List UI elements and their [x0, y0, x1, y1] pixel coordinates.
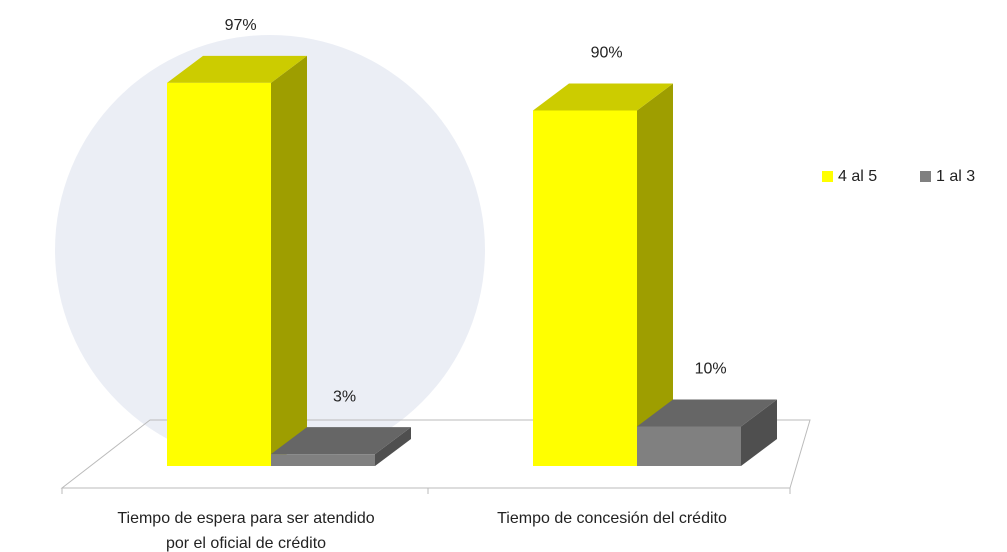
bar	[533, 83, 673, 466]
x-tick-label: Tiempo de espera para ser atendido por e…	[117, 510, 375, 552]
bar	[637, 399, 777, 466]
data-label: 3%	[333, 388, 356, 405]
bar	[271, 427, 411, 466]
legend-swatch	[822, 171, 833, 182]
x-tick-label: Tiempo de concesión del crédito	[497, 510, 727, 527]
bar-top	[167, 55, 307, 83]
data-label: 90%	[591, 45, 623, 62]
bar-top	[533, 83, 673, 111]
bar-front	[533, 110, 637, 466]
bar-side	[741, 399, 777, 466]
bar-front	[271, 454, 375, 466]
bar-top	[637, 399, 777, 427]
bar-side	[637, 83, 673, 466]
bar-side	[375, 427, 411, 466]
bar-front	[167, 82, 271, 466]
legend-swatch	[920, 171, 931, 182]
bar-side	[271, 55, 307, 466]
legend-label: 4 al 5	[838, 168, 877, 185]
data-label: 10%	[695, 361, 727, 378]
legend-label: 1 al 3	[936, 168, 975, 185]
bar-front	[637, 426, 741, 466]
bar-top	[271, 427, 411, 455]
bar	[167, 55, 307, 466]
data-label: 97%	[225, 17, 257, 34]
